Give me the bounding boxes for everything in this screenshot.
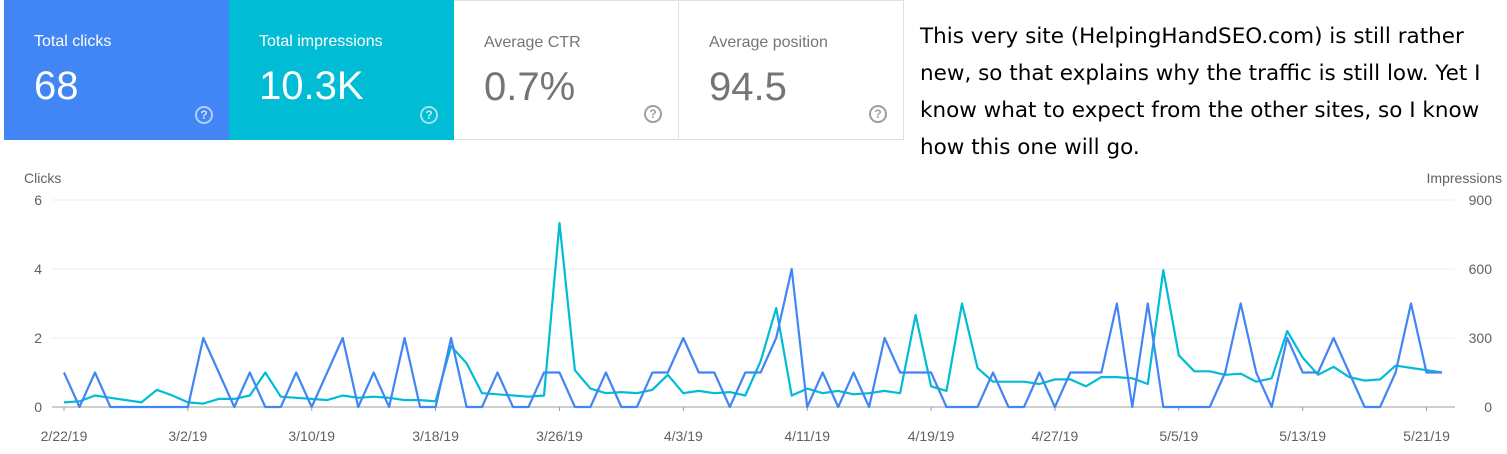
x-tick-label: 3/10/19 <box>288 428 335 444</box>
average-position-label: Average position <box>709 34 828 51</box>
y-left-tick-label: 2 <box>34 330 42 346</box>
average-ctr-card[interactable]: Average CTR 0.7% ? <box>454 0 679 140</box>
total-clicks-value: 68 <box>34 64 79 108</box>
performance-chart: 0 2 4 6 0 300 600 900 Clicks Impressions 2/22/19 3/… <box>24 170 1502 444</box>
y-left-tick-label: 4 <box>34 261 42 277</box>
y-left-axis-title: Clicks <box>24 170 61 186</box>
x-tick-label: 3/2/19 <box>168 428 207 444</box>
average-ctr-label: Average CTR <box>484 34 581 51</box>
help-icon[interactable]: ? <box>195 106 213 124</box>
x-tick-label: 5/5/19 <box>1159 428 1198 444</box>
x-tick-label: 3/18/19 <box>412 428 459 444</box>
total-impressions-value: 10.3K <box>259 64 364 108</box>
y-right-tick-label: 900 <box>1469 192 1493 208</box>
x-tick-label: 4/19/19 <box>908 428 955 444</box>
total-impressions-label: Total impressions <box>259 33 383 50</box>
x-tick-label: 2/22/19 <box>41 428 88 444</box>
help-icon[interactable]: ? <box>420 106 438 124</box>
x-tick-label: 4/3/19 <box>664 428 703 444</box>
total-clicks-card[interactable]: Total clicks 68 ? <box>4 0 229 140</box>
total-clicks-label: Total clicks <box>34 33 112 50</box>
x-tick-label: 5/21/19 <box>1403 428 1450 444</box>
y-right-tick-label: 600 <box>1469 261 1493 277</box>
average-position-value: 94.5 <box>709 65 787 109</box>
y-left-tick-label: 6 <box>34 192 42 208</box>
y-left-tick-label: 0 <box>34 399 42 415</box>
average-ctr-value: 0.7% <box>484 65 576 109</box>
help-icon[interactable]: ? <box>644 105 662 123</box>
metric-cards: Total clicks 68 ? Total impressions 10.3… <box>4 0 904 140</box>
y-right-tick-label: 0 <box>1484 399 1492 415</box>
clicks-series-line <box>62 267 1442 409</box>
y-right-axis-title: Impressions <box>1427 170 1502 186</box>
x-tick-label: 4/11/19 <box>784 428 830 444</box>
x-tick-label: 5/13/19 <box>1279 428 1326 444</box>
annotation-text: This very site (HelpingHandSEO.com) is s… <box>920 24 1481 160</box>
x-tick-label: 3/26/19 <box>536 428 583 444</box>
y-right-tick-label: 300 <box>1469 330 1493 346</box>
help-icon[interactable]: ? <box>869 105 887 123</box>
x-tick-label: 4/27/19 <box>1032 428 1079 444</box>
impressions-series-line <box>63 221 1443 405</box>
total-impressions-card[interactable]: Total impressions 10.3K ? <box>229 0 454 140</box>
average-position-card[interactable]: Average position 94.5 ? <box>679 0 904 140</box>
